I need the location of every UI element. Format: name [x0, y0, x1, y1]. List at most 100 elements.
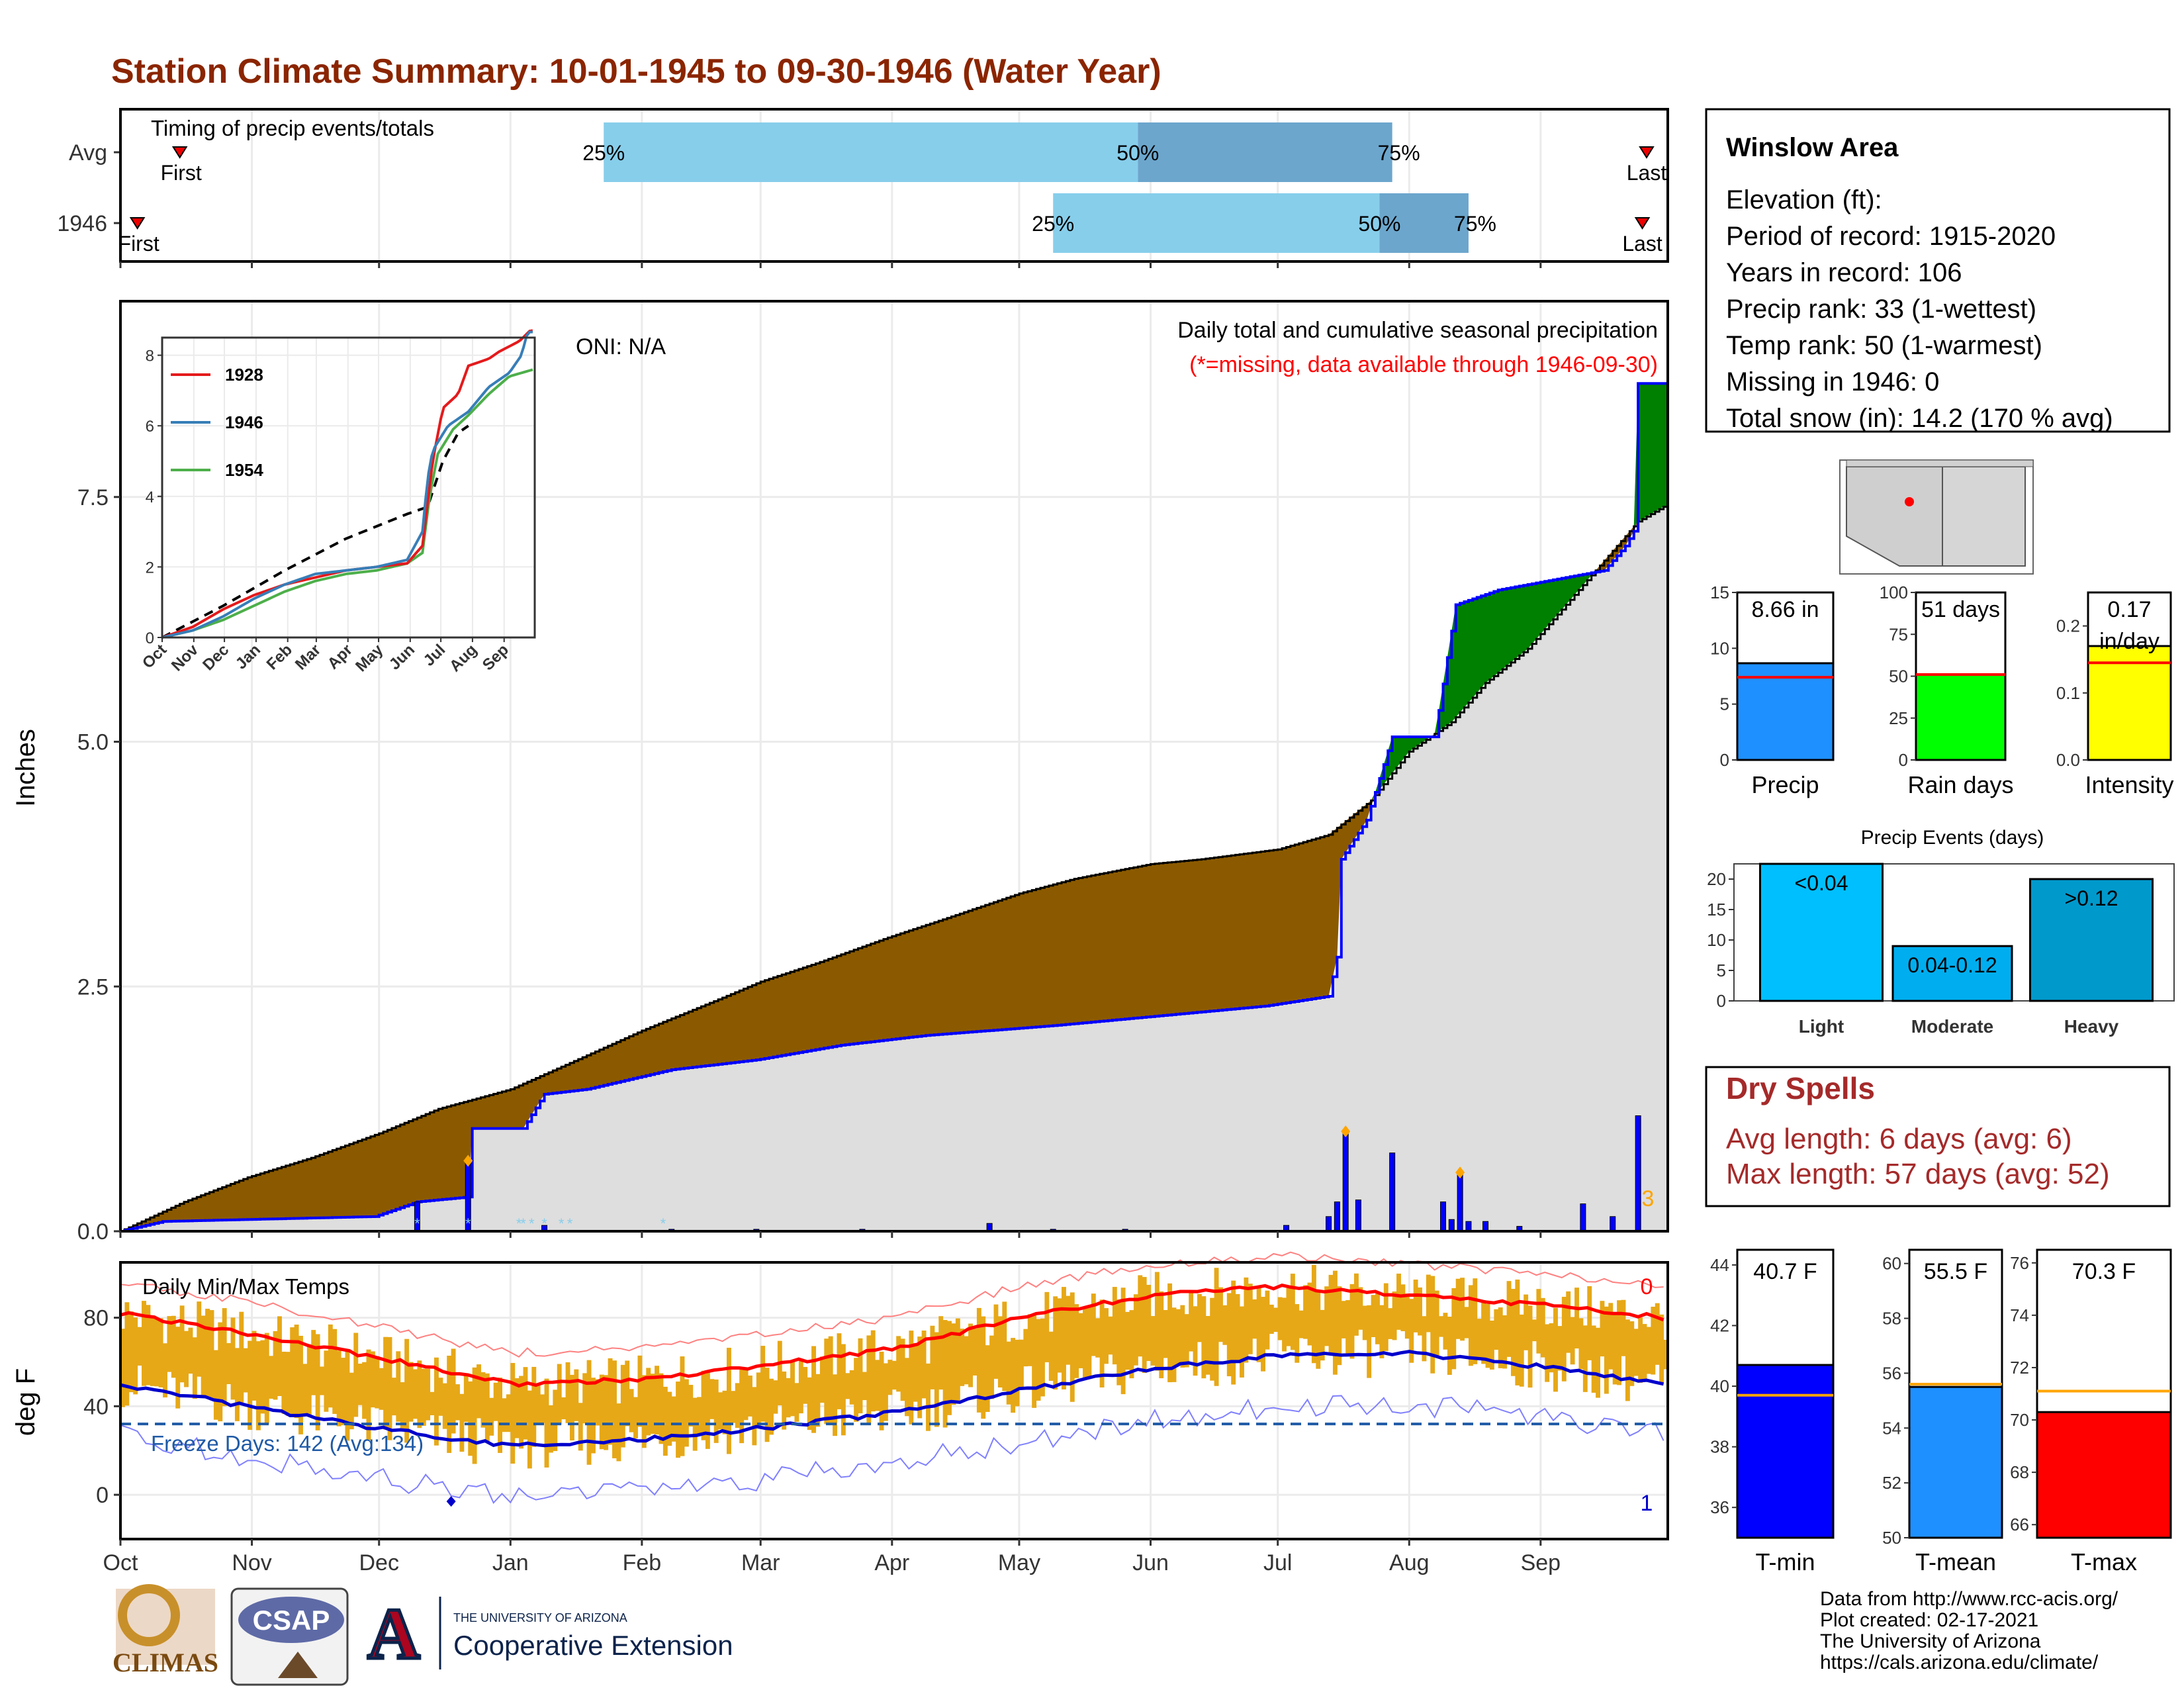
- temp-daily-bar-227: [1083, 1307, 1087, 1378]
- temp-daily-bar-115: [608, 1358, 613, 1445]
- temp-daily-bar-148: [748, 1376, 752, 1417]
- temp-daily-bar-60: [375, 1356, 380, 1409]
- temp-daily-bar-88: [493, 1382, 498, 1421]
- freeze-days-label: Freeze Days: 142 (Avg:134): [151, 1431, 424, 1456]
- temp-daily-bar-207: [997, 1316, 1003, 1387]
- temp-daily-bar-193: [938, 1316, 944, 1390]
- map-state-north: [1846, 459, 2034, 467]
- temp-daily-bar-280: [1307, 1282, 1312, 1346]
- temp-daily-bar-268: [1256, 1287, 1261, 1362]
- temp-daily-bar-166: [824, 1338, 829, 1425]
- temp-daily-bar-235: [1116, 1299, 1122, 1385]
- tempbar-tick-label-1-5: 60: [1882, 1254, 1901, 1274]
- temp-daily-bar-241: [1142, 1277, 1147, 1374]
- daily-precip-bar-18: [1465, 1221, 1472, 1232]
- snow-marker-1: [1341, 1125, 1351, 1138]
- tempbar-label-T-mean: 55.5 F: [1924, 1259, 1987, 1284]
- temp-daily-bar-216: [1036, 1319, 1041, 1401]
- events-bar-Heavy: [2029, 878, 2154, 1002]
- temp-daily-bar-245: [1159, 1291, 1164, 1379]
- timing-p50-label-1946: 50%: [1358, 212, 1400, 236]
- temp-daily-bar-97: [531, 1366, 537, 1447]
- daily-precip-bar-16: [1448, 1219, 1455, 1232]
- station-line-1: Period of record: 1915-2020: [1726, 222, 2056, 251]
- temp-daily-bar-201: [972, 1328, 978, 1376]
- temp-daily-bar-225: [1074, 1304, 1079, 1378]
- temp-daily-bar-63: [387, 1336, 392, 1440]
- timing-p25-label-1946: 25%: [1032, 212, 1074, 236]
- temp-daily-bar-184: [900, 1338, 905, 1401]
- temp-ytick-label-1: 40: [83, 1394, 109, 1419]
- events-ytick-label-3: 15: [1707, 900, 1726, 919]
- snowfall-tick-3: *: [520, 1215, 526, 1232]
- station-info-box: Winslow Area Elevation (ft): Period of r…: [1705, 108, 2171, 433]
- temp-daily-bar-316: [1460, 1278, 1465, 1341]
- month-label-May: May: [998, 1550, 1040, 1575]
- temp-daily-bar-114: [604, 1375, 609, 1450]
- temp-daily-bar-26: [230, 1317, 236, 1400]
- tempbar-value-T-min: [1736, 1364, 1835, 1539]
- temp-daily-bar-324: [1494, 1309, 1499, 1350]
- temp-daily-bar-351: [1608, 1303, 1614, 1370]
- climas-logo-text: CLIMAS: [113, 1648, 218, 1677]
- temp-daily-bar-337: [1549, 1323, 1554, 1373]
- temp-daily-bar-75: [438, 1378, 443, 1416]
- temp-daily-bar-315: [1455, 1278, 1461, 1339]
- temp-daily-bar-206: [993, 1304, 999, 1379]
- temp-daily-bar-345: [1582, 1325, 1588, 1392]
- temp-daily-bar-22: [213, 1350, 218, 1420]
- temp-daily-bar-343: [1574, 1288, 1579, 1349]
- month-label-Nov: Nov: [232, 1550, 271, 1575]
- temp-daily-bar-110: [586, 1360, 592, 1465]
- temp-daily-bar-3: [133, 1317, 138, 1395]
- temp-record-marker: [446, 1496, 456, 1507]
- temp-daily-bar-57: [362, 1362, 367, 1419]
- temp-daily-bar-79: [455, 1384, 460, 1421]
- credit-line-2: The University of Arizona: [1820, 1630, 2041, 1652]
- temp-daily-bar-330: [1519, 1314, 1524, 1387]
- temp-daily-bar-19: [201, 1315, 206, 1399]
- temp-daily-bar-286: [1332, 1270, 1338, 1375]
- temp-daily-bar-331: [1524, 1294, 1529, 1350]
- daily-precip-bar-10: [1326, 1216, 1332, 1232]
- temp-daily-bar-304: [1409, 1299, 1414, 1363]
- month-label-Feb: Feb: [623, 1550, 662, 1575]
- timing-row-label-Avg: Avg: [69, 140, 107, 165]
- temp-daily-bar-120: [629, 1389, 634, 1432]
- station-line-3: Precip rank: 33 (1-wettest): [1726, 295, 2036, 324]
- temp-daily-bar-2: [128, 1311, 134, 1393]
- minibar-value-0: [1736, 662, 1835, 761]
- temp-daily-bar-132: [680, 1356, 685, 1456]
- main-frame: [119, 300, 1669, 1233]
- minibar-label-0-0: 8.66 in: [1751, 597, 1819, 622]
- temp-daily-bar-287: [1337, 1286, 1342, 1366]
- temp-daily-bar-172: [849, 1370, 854, 1405]
- temp-daily-bar-73: [430, 1391, 435, 1415]
- temp-daily-bar-52: [341, 1358, 345, 1426]
- temp-daily-bar-264: [1240, 1306, 1244, 1378]
- temp-daily-bar-285: [1328, 1274, 1334, 1353]
- temp-daily-bar-71: [421, 1368, 426, 1426]
- month-label-Oct: Oct: [103, 1550, 138, 1575]
- temp-daily-bar-258: [1214, 1268, 1219, 1386]
- temp-daily-bar-54: [349, 1372, 354, 1430]
- main-ytick-label-3: 7.5: [77, 485, 109, 510]
- inset-ytick-label-3: 6: [146, 418, 154, 436]
- temp-daily-bar-9: [158, 1318, 163, 1387]
- snowfall-tick-1: *: [465, 1215, 471, 1232]
- temp-daily-bar-220: [1053, 1296, 1058, 1390]
- tempbar-label-T-max: 70.3 F: [2072, 1259, 2136, 1284]
- obs-cumulative-line: [120, 382, 1668, 1233]
- tempbar-name-T-min: T-min: [1756, 1548, 1815, 1575]
- temp-daily-bar-111: [591, 1378, 596, 1454]
- events-bar-Light: [1759, 863, 1884, 1002]
- temp-daily-bar-197: [955, 1318, 960, 1401]
- temp-daily-bar-123: [641, 1375, 647, 1448]
- minibar-name-0: Precip: [1751, 771, 1819, 798]
- temp-daily-bar-311: [1439, 1316, 1444, 1337]
- main-header: Daily total and cumulative seasonal prec…: [1177, 318, 1658, 343]
- temp-daily-bar-355: [1625, 1319, 1630, 1401]
- temp-daily-bar-56: [357, 1364, 363, 1405]
- temp-daily-bar-159: [794, 1383, 799, 1422]
- tempbar-label-T-min: 40.7 F: [1753, 1259, 1817, 1284]
